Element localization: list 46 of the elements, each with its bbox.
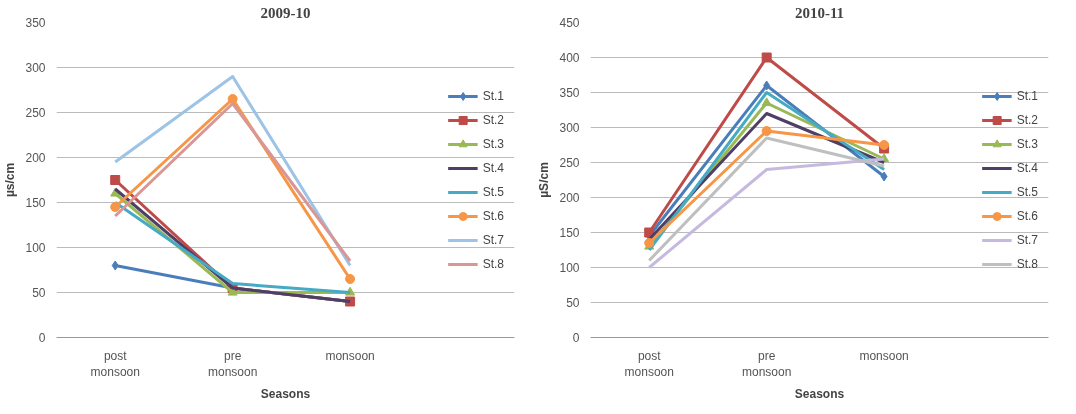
y-tick-label: 400 [559, 51, 580, 65]
y-tick-label: 0 [572, 331, 580, 345]
x-tick-label: post monsoon [624, 348, 674, 380]
legend-label: St.4 [1016, 160, 1038, 175]
legend-label: St.3 [482, 136, 504, 151]
chart-title: 2009-10 [260, 4, 311, 21]
y-tick-label: 0 [38, 331, 46, 345]
x-tick-label: pre monsoon [207, 348, 258, 380]
y-tick-label: 300 [559, 121, 580, 135]
y-tick-label: 150 [559, 226, 580, 240]
chart-title: 2010-11 [794, 4, 845, 21]
legend-label: St.5 [1016, 184, 1038, 199]
y-tick-label: 250 [559, 156, 580, 170]
legend-label: St.7 [482, 232, 504, 247]
y-tick-label: 50 [566, 296, 580, 310]
y-tick-label: 300 [25, 61, 46, 75]
legend-label: St.4 [482, 160, 504, 175]
y-tick-label: 50 [32, 286, 46, 300]
legend-label: St.8 [1016, 256, 1038, 271]
y-tick-label: 100 [559, 261, 580, 275]
y-tick-label: 150 [25, 196, 46, 210]
y-tick-label: 100 [25, 241, 46, 255]
y-axis-title: µS/cm [537, 162, 552, 198]
legend-label: St.7 [1016, 232, 1038, 247]
legend-label: St.1 [1016, 88, 1038, 103]
x-tick-label: pre monsoon [741, 348, 792, 380]
y-tick-label: 250 [25, 106, 46, 120]
x-axis-title: Seasons [260, 387, 311, 402]
y-tick-label: 200 [559, 191, 580, 205]
legend-label: St.8 [482, 256, 504, 271]
x-tick-label: monsoon [859, 348, 909, 363]
y-axis-title: µs/cm [3, 162, 18, 198]
y-tick-label: 350 [559, 86, 580, 100]
y-tick-label: 200 [25, 151, 46, 165]
x-tick-label: monsoon [325, 348, 375, 363]
legend-label: St.2 [1016, 112, 1038, 127]
legend-label: St.1 [482, 88, 504, 103]
legend-label: St.3 [1016, 136, 1038, 151]
y-tick-label: 350 [25, 16, 46, 30]
legend-label: St.2 [482, 112, 504, 127]
legend-label: St.6 [482, 208, 504, 223]
y-tick-label: 450 [559, 16, 580, 30]
x-axis-title: Seasons [794, 387, 845, 402]
legend-label: St.6 [1016, 208, 1038, 223]
legend-label: St.5 [482, 184, 504, 199]
x-tick-label: post monsoon [90, 348, 140, 380]
